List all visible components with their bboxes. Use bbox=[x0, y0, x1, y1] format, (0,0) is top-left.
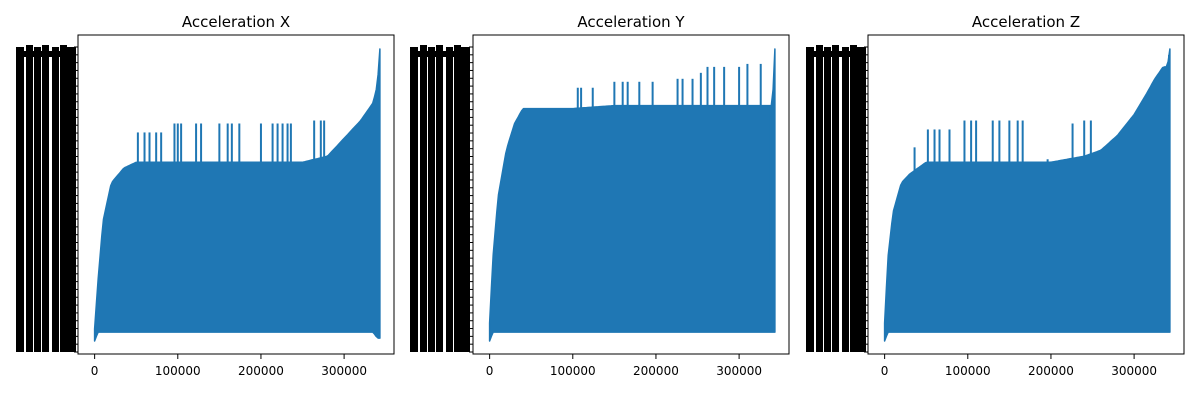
y-label-block bbox=[26, 45, 33, 352]
y-label-block bbox=[446, 47, 453, 352]
y-label-block bbox=[16, 47, 24, 352]
x-tick-label: 300000 bbox=[716, 364, 762, 378]
y-label-block bbox=[63, 47, 69, 352]
series-band-3 bbox=[883, 48, 1171, 342]
y-label-block bbox=[842, 47, 849, 352]
y-label-block bbox=[858, 47, 866, 352]
x-tick-label: 200000 bbox=[238, 364, 284, 378]
axes-frame bbox=[472, 34, 790, 355]
y-label-block bbox=[832, 45, 839, 352]
x-tick-label: 200000 bbox=[633, 364, 679, 378]
y-label-block bbox=[462, 47, 470, 352]
y-tick-label-cluster bbox=[410, 45, 473, 353]
y-label-block bbox=[816, 45, 823, 352]
y-label-block bbox=[458, 47, 464, 352]
y-label-block bbox=[436, 45, 443, 352]
y-label-block bbox=[806, 47, 814, 352]
y-label-block bbox=[853, 47, 859, 352]
chart-title: Acceleration Y bbox=[577, 13, 685, 31]
chart-title: Acceleration Z bbox=[972, 13, 1080, 31]
y-label-block bbox=[412, 51, 468, 57]
x-tick-label: 300000 bbox=[321, 364, 367, 378]
series-band-2 bbox=[488, 48, 776, 342]
axes-frame bbox=[867, 34, 1185, 355]
x-tick-label: 100000 bbox=[945, 364, 991, 378]
y-label-block bbox=[34, 47, 41, 352]
x-tick-label: 0 bbox=[881, 364, 889, 378]
x-tick-label: 0 bbox=[91, 364, 99, 378]
y-tick-label-cluster bbox=[806, 45, 868, 353]
x-tick-label: 300000 bbox=[1111, 364, 1157, 378]
y-label-block bbox=[808, 51, 864, 57]
axes-frame bbox=[77, 34, 395, 355]
y-label-block bbox=[454, 45, 461, 352]
chart-title: Acceleration X bbox=[182, 13, 290, 31]
x-tick-label: 100000 bbox=[550, 364, 596, 378]
series-band-1 bbox=[93, 48, 381, 342]
y-label-block bbox=[42, 45, 49, 352]
x-tick-label: 0 bbox=[486, 364, 494, 378]
chart-panel-1: Acceleration X 0 100000 200000 300000 bbox=[16, 13, 395, 378]
chart-panel-2: Acceleration Y 0 100000 200000 300000 bbox=[410, 13, 790, 378]
y-label-block bbox=[824, 47, 831, 352]
y-label-block bbox=[68, 47, 76, 352]
y-label-block bbox=[52, 47, 59, 352]
x-tick-label: 200000 bbox=[1028, 364, 1074, 378]
y-label-block bbox=[18, 51, 74, 57]
chart-panel-3: Acceleration Z 0 100000 200000 300000 bbox=[806, 13, 1185, 378]
y-label-block bbox=[410, 47, 418, 352]
y-tick-label-cluster bbox=[16, 45, 78, 353]
y-label-block bbox=[420, 45, 427, 352]
x-tick-label: 100000 bbox=[155, 364, 201, 378]
y-label-block bbox=[428, 47, 435, 352]
